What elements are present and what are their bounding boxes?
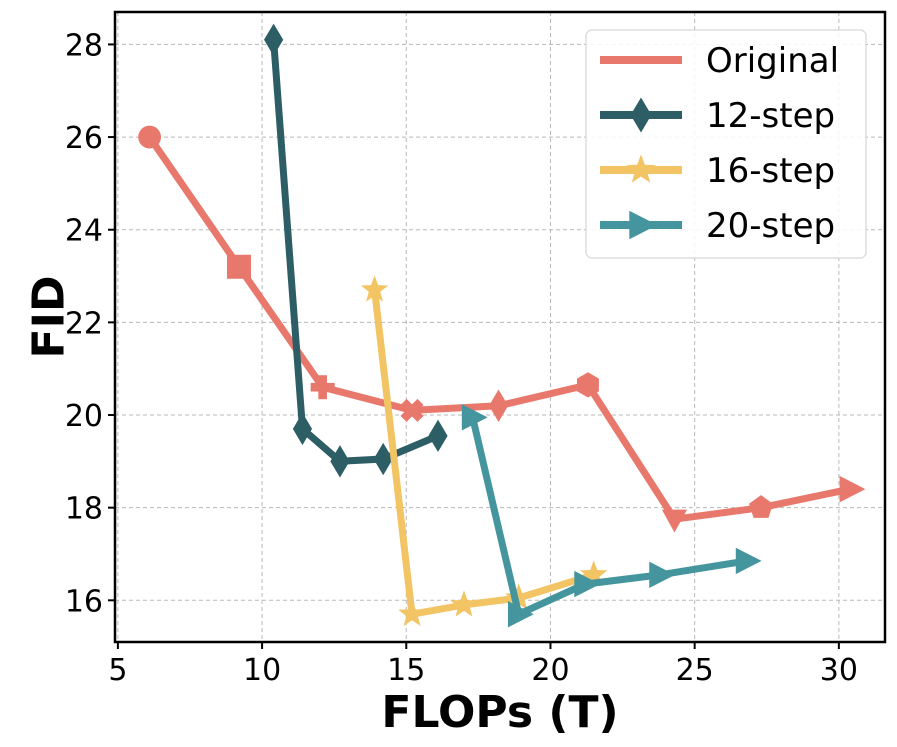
diamond-marker <box>330 445 350 478</box>
hexagon-marker <box>577 372 599 398</box>
legend-item: 16-step <box>600 151 835 191</box>
y-tick-label: 24 <box>65 214 103 249</box>
legend-box <box>585 29 867 259</box>
diamond-marker <box>488 389 509 422</box>
diamond-marker <box>630 97 652 133</box>
y-tick-label: 20 <box>65 399 103 434</box>
triangle-right-marker <box>461 404 488 431</box>
y-tick-label: 26 <box>65 121 103 156</box>
x-tick-label: 5 <box>108 653 127 688</box>
y-tick-label: 28 <box>65 28 103 63</box>
diamond-marker <box>428 419 448 453</box>
series-original <box>138 125 866 533</box>
legend-label: 20-step <box>706 206 835 246</box>
x-tick-label: 30 <box>820 653 858 688</box>
diamond-marker <box>264 23 284 56</box>
star-marker <box>580 560 608 587</box>
triangle-right-marker <box>839 475 866 503</box>
star-marker <box>360 275 389 302</box>
series-20-step <box>461 404 762 628</box>
triangle-down-marker <box>661 509 688 533</box>
y-tick-label: 18 <box>65 492 103 527</box>
triangle-right-marker <box>649 561 676 589</box>
y-tick-label: 22 <box>65 306 103 341</box>
circle-marker <box>138 125 162 149</box>
plus-marker <box>310 375 335 400</box>
star-marker <box>505 583 533 610</box>
star-marker <box>398 599 426 626</box>
square-marker <box>227 254 252 279</box>
triangle-right-marker <box>507 601 534 628</box>
plot-frame <box>113 10 887 644</box>
x-axis-label: FLOPs (T) <box>381 687 618 738</box>
y-axis-label: FID <box>23 276 74 359</box>
x-tick-label: 15 <box>387 653 425 688</box>
triangle-right-marker <box>574 570 601 598</box>
series-12-step <box>264 23 448 478</box>
y-tick-label: 16 <box>65 584 103 619</box>
x-marker <box>400 398 424 422</box>
legend-item: 20-step <box>600 206 835 246</box>
legend-label: 12-step <box>706 96 835 136</box>
legend: Original 12-step 16-step 20-step <box>585 29 867 259</box>
triangle-right-marker <box>735 547 762 575</box>
axis-ticks: 5 10 15 20 25 30 16 18 20 22 24 26 28 <box>65 28 858 688</box>
x-tick-label: 20 <box>531 653 569 688</box>
diamond-marker <box>373 442 393 476</box>
legend-item: 12-step <box>600 96 835 136</box>
triangle-right-marker <box>629 210 658 240</box>
series-16-step <box>360 275 608 626</box>
x-tick-label: 25 <box>676 653 714 688</box>
series-layer <box>138 23 866 628</box>
diamond-marker <box>292 412 313 446</box>
pentagon-marker <box>749 495 773 518</box>
star-marker <box>626 154 656 183</box>
legend-label: Original <box>706 41 839 81</box>
star-marker <box>450 590 478 617</box>
legend-item: Original <box>600 41 839 81</box>
legend-label: 16-step <box>706 151 835 191</box>
x-tick-label: 10 <box>243 653 281 688</box>
